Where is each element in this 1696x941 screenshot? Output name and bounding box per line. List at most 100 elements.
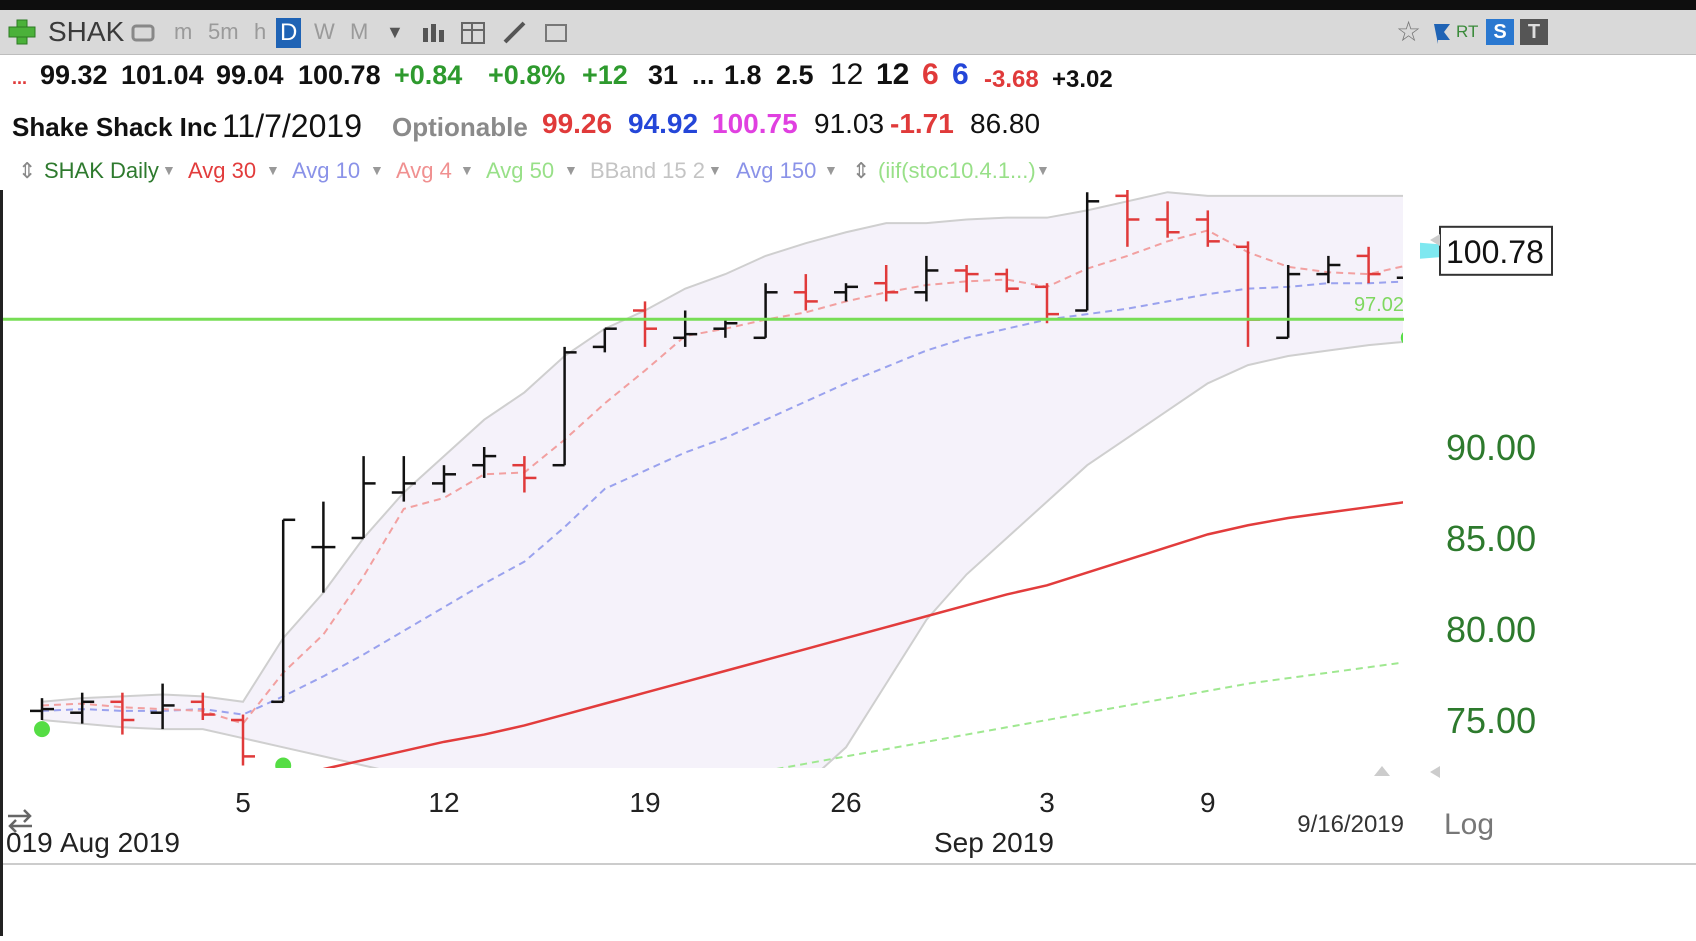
ohlc-bar xyxy=(150,683,175,730)
stat-5: -1.71 xyxy=(890,108,954,139)
ohlc-bar xyxy=(1356,246,1381,284)
indicator-legend: ⇕ SHAK Daily ▼ Avg 30 ▼ Avg 10 ▼ Avg 4 ▼… xyxy=(0,158,1696,186)
alert-hline-label: 97.02 xyxy=(1354,294,1404,316)
log-toggle[interactable]: Log xyxy=(1444,808,1494,841)
quote-change-pct: +0.8% xyxy=(488,60,566,90)
dropdown-icon[interactable]: ▼ xyxy=(564,162,578,178)
refresh-arrow-bottom xyxy=(8,819,32,833)
ohlc-bar xyxy=(391,456,416,502)
info-row: Shake Shack Inc 11/7/2019 Optionable 99.… xyxy=(0,108,1696,152)
ohlc-bar xyxy=(70,692,95,724)
ohlc-bar xyxy=(1396,276,1403,279)
timeframe-h[interactable]: h xyxy=(254,19,267,44)
ohlc-bar xyxy=(793,274,818,311)
quote-row: ... 99.32 101.04 99.04 100.78 +0.84 +0.8… xyxy=(0,58,1696,104)
quote-ellipsis: ... xyxy=(692,60,715,90)
timeframe-m[interactable]: m xyxy=(174,19,193,44)
partial-year-label: 019 xyxy=(6,827,53,858)
bband-fill xyxy=(42,192,1403,768)
rt-label[interactable]: RT xyxy=(1456,22,1479,41)
bband-lower-line xyxy=(41,340,1403,768)
company-name: Shake Shack Inc xyxy=(12,112,218,142)
legend-formula[interactable]: (iif(stoc10.4.1...) xyxy=(878,158,1036,183)
move-handle-icon[interactable]: ⇕ xyxy=(852,158,871,183)
month-label: Sep 2019 xyxy=(934,827,1054,858)
legend-avg30[interactable]: Avg 30 xyxy=(188,158,257,183)
x-tick-label: 3 xyxy=(1039,787,1055,818)
timeframe-5m[interactable]: 5m xyxy=(208,19,239,44)
last-price-label: 100.78 xyxy=(1446,234,1544,270)
quote-change: +0.84 xyxy=(394,60,463,90)
price-chart[interactable]: 97.02 75.00 80.00 85.00 90.00 100.78 5 12 19 26 3 9… xyxy=(0,190,1696,936)
avg50-line xyxy=(776,661,1403,768)
ohlc-bar xyxy=(512,456,537,493)
quote-open: 99.32 xyxy=(40,60,108,90)
legend-avg50[interactable]: Avg 50 xyxy=(486,158,555,183)
ohlc-bar xyxy=(1035,283,1059,324)
timeframe-mo[interactable]: M xyxy=(350,19,369,44)
legend-avg4[interactable]: Avg 4 xyxy=(396,158,452,183)
plus-icon[interactable] xyxy=(6,18,38,46)
move-handle-icon[interactable]: ⇕ xyxy=(18,158,37,183)
ohlc-bar xyxy=(592,327,617,353)
t-badge[interactable]: T xyxy=(1520,19,1548,45)
ohlc-bar xyxy=(271,518,296,704)
flag-icon[interactable] xyxy=(1430,22,1454,44)
link-icon[interactable] xyxy=(130,22,158,44)
quote-v7: 6 xyxy=(922,58,939,91)
grid-add-icon[interactable] xyxy=(460,20,490,46)
stat-4: 91.03 xyxy=(814,108,885,139)
ohlc-bar xyxy=(311,501,336,593)
ohlc-bar xyxy=(914,255,939,302)
legend-avg10[interactable]: Avg 10 xyxy=(292,158,361,183)
window-icon[interactable] xyxy=(542,20,572,46)
scroll-top-arrow xyxy=(1374,766,1390,776)
ohlc-bar xyxy=(753,283,778,340)
signal-dot xyxy=(1400,332,1403,344)
avg30-line xyxy=(322,501,1403,768)
star-icon[interactable]: ☆ xyxy=(1396,16,1422,47)
stat-6: 86.80 xyxy=(970,108,1041,139)
x-tick-label: 12 xyxy=(428,787,459,818)
refresh-arrow-top xyxy=(8,809,32,823)
legend-bband[interactable]: BBand 15 2 xyxy=(590,158,705,183)
bar-chart-icon[interactable] xyxy=(420,22,450,44)
chart-area[interactable]: 97.02 75.00 80.00 85.00 90.00 100.78 5 12 19 26 3 9… xyxy=(0,190,1696,936)
bband-upper-line xyxy=(41,191,1403,703)
quote-low: 99.04 xyxy=(216,60,284,90)
month-label: Aug 2019 xyxy=(60,827,180,858)
quote-v8: 6 xyxy=(952,58,969,91)
quote-date: 11/7/2019 xyxy=(222,108,362,144)
ohlc-bar xyxy=(30,698,54,720)
dropdown-icon[interactable]: ▼ xyxy=(460,162,474,178)
optionable-label: Optionable xyxy=(392,112,528,142)
symbol-field[interactable]: SHAK xyxy=(48,16,125,47)
timeframe-w[interactable]: W xyxy=(314,19,335,44)
dropdown-icon[interactable]: ▼ xyxy=(708,162,722,178)
dropdown-icon[interactable]: ▼ xyxy=(1036,162,1050,178)
chart-left-border xyxy=(0,190,3,936)
dropdown-icon[interactable]: ▼ xyxy=(824,162,838,178)
dropdown-icon[interactable]: ▼ xyxy=(370,162,384,178)
quote-v1: +12 xyxy=(582,60,628,90)
last-price-box xyxy=(1439,225,1553,276)
avg10-line xyxy=(41,280,1403,716)
refresh-icon[interactable] xyxy=(8,809,32,833)
dropdown-icon[interactable]: ▼ xyxy=(162,162,176,178)
s-badge[interactable]: S xyxy=(1486,19,1514,45)
chart-toolbar: SHAK m 5m h D W M ▼ ☆ RT S T xyxy=(0,10,1696,55)
legend-avg150[interactable]: Avg 150 xyxy=(736,158,817,183)
timeframe-dropdown-icon[interactable]: ▼ xyxy=(386,22,404,42)
timeframe-d[interactable]: D xyxy=(276,18,302,48)
ohlc-bar xyxy=(673,310,698,347)
legend-series[interactable]: SHAK Daily xyxy=(44,158,159,183)
y-tick-label: 85.00 xyxy=(1446,518,1536,559)
pencil-icon[interactable] xyxy=(500,20,530,46)
ohlc-bar xyxy=(834,283,858,302)
dropdown-icon[interactable]: ▼ xyxy=(266,162,280,178)
y-tick-label: 75.00 xyxy=(1446,700,1536,741)
quote-v9: -3.68 xyxy=(984,66,1039,93)
ohlc-bar xyxy=(351,456,376,540)
quote-v2: 31 xyxy=(648,60,679,90)
quote-v4: 2.5 xyxy=(776,60,814,90)
